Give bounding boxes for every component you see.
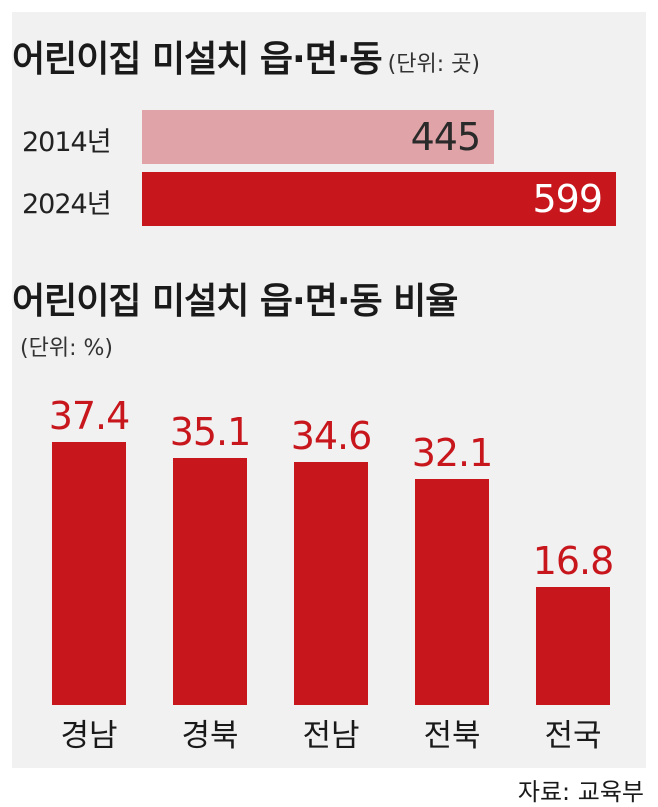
bottom-chart-title: 어린이집 미설치 읍·면·동 비율 [12,281,458,322]
hbar-category-label: 2014년 [22,127,112,158]
top-chart-unit: (단위: 곳) [387,52,480,77]
vbar [536,586,610,705]
vbar-category-label: 경북 [181,718,239,754]
vbar-value-label: 37.4 [48,394,131,438]
vbar-category-label: 경남 [60,718,118,754]
vbar [173,458,247,705]
hbar-category-label: 2024년 [22,189,112,220]
vbar [415,479,489,705]
top-chart-title: 어린이집 미설치 읍·면·동 (단위: 곳) [12,30,480,82]
hbar-value-label: 599 [532,177,603,221]
vbar-category-label: 전남 [302,718,360,754]
bottom-chart-unit: (단위: %) [20,336,113,361]
vbar-category-label: 전북 [423,718,481,754]
vbar-value-label: 35.1 [169,410,252,455]
hbar: 599 [142,172,616,226]
vbar [294,461,368,705]
vbar-category-label: 전국 [544,718,602,754]
vbar-value-label: 32.1 [411,431,494,476]
top-chart-title-text: 어린이집 미설치 읍·면·동 [12,39,383,80]
vbar-value-label: 34.6 [290,413,373,458]
vbar [52,442,126,705]
vbar-value-label: 16.8 [532,538,615,583]
source-note: 자료: 교육부 [517,778,644,806]
hbar: 445 [142,110,495,164]
hbar-value-label: 445 [410,115,482,159]
